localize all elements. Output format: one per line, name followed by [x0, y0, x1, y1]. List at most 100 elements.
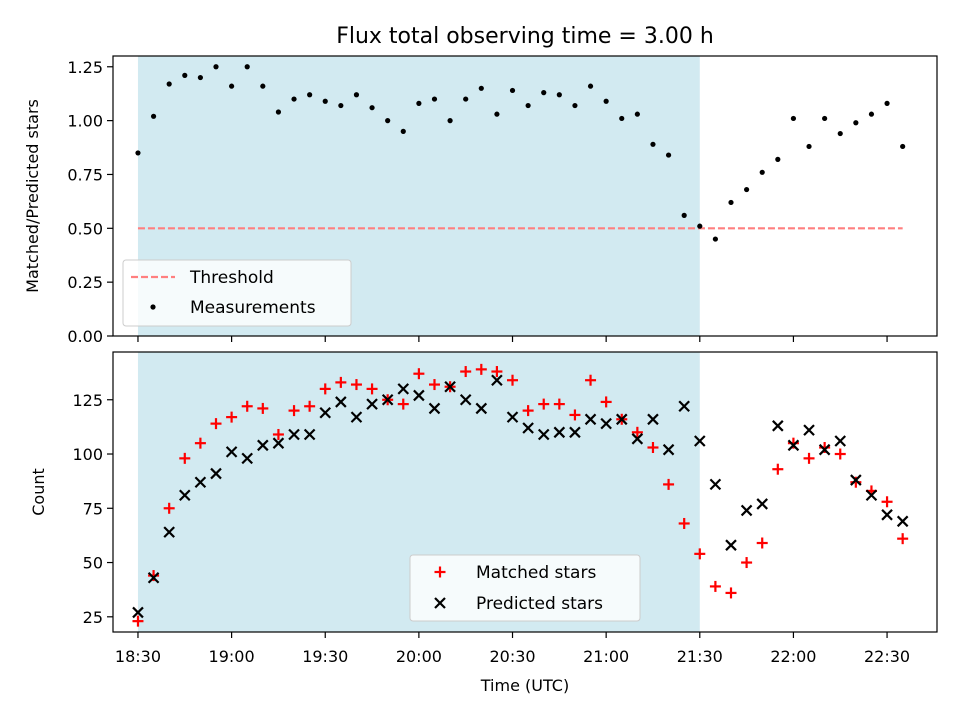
predicted-star-point-stroke	[600, 417, 612, 430]
matched-star-point	[881, 496, 893, 508]
matched-star-point	[226, 411, 238, 423]
predicted-star-point	[537, 428, 550, 441]
matched-star-point	[787, 437, 799, 449]
matched-star-point	[522, 405, 534, 417]
matched-star-point	[678, 517, 690, 529]
predicted-star-point	[132, 606, 144, 619]
measurement-point	[338, 102, 344, 109]
predicted-star-point	[350, 411, 363, 423]
measurement-point	[712, 236, 718, 242]
predicted-star-point	[740, 504, 753, 517]
predicted-star-point	[850, 474, 862, 486]
measurement-point	[229, 83, 235, 89]
predicted-star-point	[194, 476, 207, 489]
x-tick-label: 22:00	[770, 647, 816, 666]
measurement-point	[853, 120, 859, 126]
predicted-star-point	[241, 452, 253, 465]
ratio-marks	[135, 64, 906, 242]
predicted-star-point	[225, 446, 238, 458]
measurement-point	[463, 96, 469, 102]
predicted-star-point	[428, 402, 441, 415]
predicted-star-point	[725, 539, 737, 551]
measurement-point	[619, 115, 625, 122]
ratio-legend: Threshold Measurements	[122, 259, 352, 327]
predicted-legend-label: Predicted stars	[476, 594, 603, 614]
predicted-star-point	[381, 393, 394, 406]
predicted-star-point	[600, 417, 612, 430]
matched-star-point	[132, 615, 144, 627]
measurement-point	[806, 143, 812, 150]
predicted-star-point-stroke	[303, 428, 316, 441]
matched-star-point	[272, 428, 284, 440]
measurement-point	[822, 115, 828, 122]
predicted-star-point	[163, 526, 175, 538]
matched-star-point	[397, 398, 409, 410]
matched-star-point	[631, 426, 643, 438]
measurement-point	[837, 130, 843, 137]
predicted-star-point-stroke	[194, 476, 207, 489]
matched-star-point	[304, 400, 316, 412]
measurement-point	[182, 72, 188, 78]
matched-star-point	[569, 409, 581, 421]
predicted-star-point-stroke	[553, 426, 566, 439]
measurement-point	[447, 118, 453, 124]
measurement-point	[275, 109, 282, 115]
predicted-star-point-stroke	[740, 504, 753, 517]
predicted-star-point	[756, 498, 768, 510]
predicted-star-point	[818, 443, 831, 456]
y-tick-label: 125	[72, 391, 103, 410]
x-tick-label: 22:30	[864, 647, 910, 666]
predicted-star-point-stroke	[210, 467, 222, 480]
predicted-star-point	[694, 435, 706, 447]
ratio-y-ticks: 0.00 0.25 0.50 0.75 1.00 1.25	[67, 58, 113, 346]
predicted-star-point-stroke	[818, 443, 831, 456]
predicted-star-point	[772, 420, 784, 432]
count-y-axis-label: Count	[29, 468, 48, 516]
threshold-legend-label: Threshold	[189, 268, 274, 288]
measurement-point	[697, 223, 703, 229]
x-tick-label: 21:30	[677, 647, 723, 666]
predicted-star-point-stroke	[179, 489, 191, 502]
predicted-star-point-stroke	[459, 393, 472, 406]
y-tick-label: 0.75	[67, 165, 103, 184]
matched-star-point	[460, 366, 472, 378]
predicted-star-point	[319, 406, 332, 419]
predicted-star-point-stroke	[615, 413, 628, 426]
measurement-point	[509, 87, 516, 94]
predicted-star-point	[662, 443, 675, 456]
matched-legend-marker	[434, 566, 446, 578]
predicted-star-point	[787, 439, 800, 452]
chart-title: Flux total observing time = 3.00 h	[336, 24, 714, 49]
predicted-star-point	[179, 489, 191, 502]
ratio-x-ticks	[137, 336, 888, 342]
measurement-point	[385, 118, 391, 124]
measurement-point	[900, 143, 906, 150]
predicted-star-point-stroke	[428, 402, 441, 415]
predicted-star-point	[569, 426, 581, 439]
predicted-star-point-stroke	[537, 428, 550, 441]
predicted-legend-marker-stroke	[434, 597, 446, 609]
y-tick-label: 1.25	[67, 58, 103, 77]
predicted-star-point	[506, 411, 519, 423]
matched-star-point	[803, 452, 815, 464]
measurement-point	[541, 90, 547, 96]
matched-star-point	[428, 379, 440, 391]
predicted-star-point-stroke	[444, 380, 456, 393]
matched-legend-label: Matched stars	[476, 563, 596, 583]
predicted-star-point-stroke	[694, 435, 706, 447]
measurement-point	[790, 115, 797, 122]
predicted-star-point-stroke	[366, 398, 378, 410]
predicted-star-point	[444, 380, 456, 393]
measurement-point	[400, 128, 406, 134]
ratio-y-axis-label: Matched/Predicted stars	[23, 99, 42, 293]
measurement-point	[213, 64, 219, 70]
measurement-point	[431, 96, 438, 102]
predicted-star-point	[881, 509, 893, 521]
y-tick-label: 1.00	[67, 112, 103, 131]
measurement-point	[603, 98, 609, 104]
matched-star-point	[179, 452, 191, 464]
predicted-star-point-stroke	[132, 606, 144, 619]
y-tick-label: 0.50	[67, 219, 103, 238]
measurement-point	[291, 96, 297, 102]
measurement-point	[868, 111, 875, 117]
